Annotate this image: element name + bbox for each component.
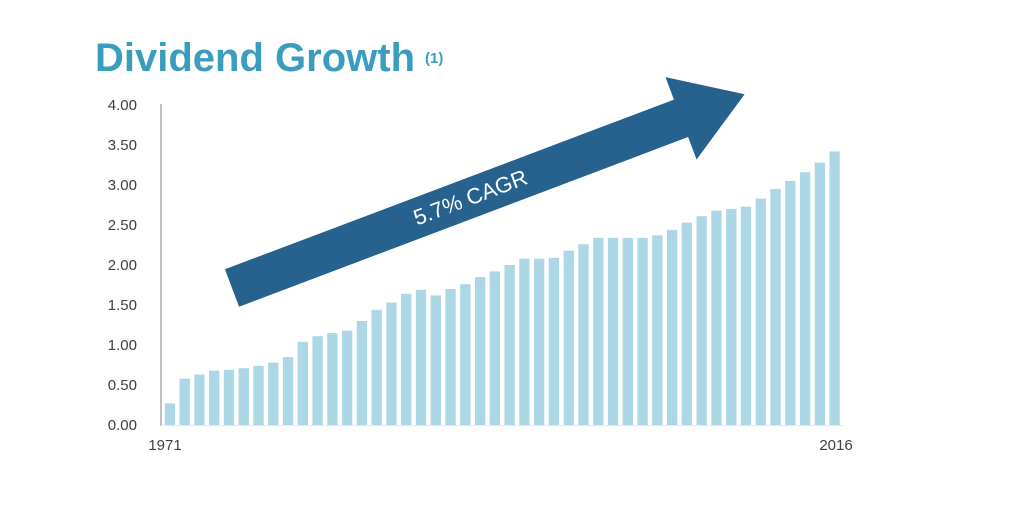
bar-2006	[681, 222, 693, 425]
y-tick-label: 0.50	[108, 377, 137, 394]
bar-1972	[179, 378, 190, 425]
bar-1980	[297, 341, 309, 425]
bar-1988	[415, 289, 427, 425]
bar-2005	[666, 229, 678, 425]
y-axis-ticks: 0.00 0.50 1.00 1.50 2.00 2.50 3.00 3.50 4.00	[108, 97, 137, 434]
y-tick-label: 1.00	[108, 337, 137, 354]
bar-2007	[696, 216, 707, 425]
bar-2012	[770, 189, 781, 425]
bar-1985	[371, 309, 382, 425]
bar-2009	[726, 209, 737, 425]
bar-1994	[504, 265, 515, 425]
bar-2008	[711, 210, 722, 425]
cagr-arrow: 5.7% CAGR	[224, 77, 745, 307]
bar-1997	[548, 257, 560, 425]
bar-2002	[622, 237, 633, 425]
bar-2001	[607, 237, 619, 425]
bar-1974	[209, 370, 220, 425]
bar-1982	[327, 333, 338, 425]
y-tick-label: 3.50	[108, 137, 137, 154]
bar-1979	[282, 357, 294, 425]
bar-2004	[652, 235, 663, 425]
y-tick-label: 3.00	[108, 177, 137, 194]
bar-1975	[223, 369, 235, 425]
title-footnote: (1)	[425, 50, 444, 67]
bar-1984	[356, 321, 368, 425]
bar-1987	[401, 293, 412, 425]
bar-1977	[253, 365, 264, 425]
bar-1983	[341, 330, 353, 425]
bar-1999	[578, 244, 589, 425]
bar-1986	[386, 302, 397, 425]
bar-2014	[799, 172, 811, 425]
y-tick-label: 0.00	[108, 417, 137, 434]
arrow-shape	[224, 77, 745, 307]
bar-2000	[593, 237, 604, 425]
bar-1981	[312, 336, 323, 425]
bar-1989	[430, 295, 441, 425]
bar-1995	[519, 258, 530, 425]
bar-1978	[268, 362, 279, 425]
x-tick-label-last: 2016	[819, 437, 852, 454]
bar-1990	[445, 289, 456, 425]
bars	[164, 151, 840, 425]
bar-1971	[164, 403, 176, 425]
y-tick-label: 2.50	[108, 217, 137, 234]
y-tick-label: 4.00	[108, 97, 137, 114]
chart-title-text: Dividend Growth	[95, 36, 415, 80]
bar-1991	[460, 284, 471, 425]
bar-1998	[563, 250, 574, 425]
bar-1996	[534, 258, 545, 425]
bar-1973	[194, 374, 205, 425]
bar-2015	[814, 162, 826, 425]
bar-2011	[755, 198, 766, 425]
x-tick-label-first: 1971	[148, 437, 181, 454]
y-tick-label: 2.00	[108, 257, 137, 274]
bar-1992	[474, 277, 486, 425]
bar-1976	[238, 368, 249, 425]
bar-1993	[489, 271, 501, 425]
bar-2013	[785, 181, 796, 425]
bar-2016	[829, 151, 840, 425]
chart-title: Dividend Growth (1)	[95, 36, 443, 81]
y-tick-label: 1.50	[108, 297, 137, 314]
bar-2010	[740, 206, 752, 425]
bar-2003	[637, 237, 648, 425]
